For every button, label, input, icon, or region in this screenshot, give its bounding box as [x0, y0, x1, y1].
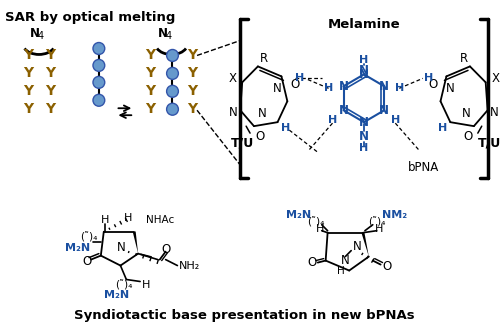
Text: X: X — [228, 72, 236, 85]
Text: Y: Y — [145, 48, 155, 62]
Text: N: N — [352, 240, 362, 253]
Text: H: H — [390, 115, 400, 125]
Text: (˜)₄: (˜)₄ — [368, 217, 386, 228]
Text: O: O — [255, 130, 264, 143]
Text: (˜)₄: (˜)₄ — [114, 280, 132, 291]
Text: Y: Y — [44, 102, 55, 116]
Text: T/U: T/U — [478, 136, 500, 150]
Text: N: N — [359, 64, 369, 77]
Text: N: N — [490, 106, 499, 119]
Text: N: N — [380, 80, 390, 93]
Circle shape — [166, 103, 178, 115]
Circle shape — [166, 85, 178, 97]
Text: M₂N: M₂N — [104, 291, 129, 300]
Text: R: R — [460, 52, 468, 65]
Text: N: N — [158, 27, 168, 40]
Text: H: H — [294, 73, 304, 83]
Text: Melamine: Melamine — [328, 18, 400, 31]
Text: O: O — [428, 78, 438, 91]
Text: SAR by optical melting: SAR by optical melting — [4, 11, 175, 24]
Text: Y: Y — [23, 102, 33, 116]
Text: N: N — [273, 82, 282, 95]
Text: Y: Y — [44, 84, 55, 98]
Text: H: H — [424, 73, 434, 83]
Text: Y: Y — [23, 48, 33, 62]
Text: H: H — [338, 266, 345, 276]
Text: Y: Y — [44, 66, 55, 80]
Text: O: O — [382, 260, 391, 273]
Text: N: N — [30, 27, 40, 40]
Text: R: R — [260, 52, 268, 65]
Text: N: N — [462, 107, 470, 120]
Text: Y: Y — [44, 48, 55, 62]
Text: H: H — [394, 83, 404, 93]
Text: N: N — [359, 68, 369, 81]
Text: O: O — [161, 243, 170, 256]
Text: H: H — [142, 280, 150, 291]
Polygon shape — [362, 232, 369, 257]
Text: T/U: T/U — [230, 136, 254, 150]
Text: NM₂: NM₂ — [382, 210, 407, 220]
Circle shape — [93, 76, 105, 88]
Text: N: N — [338, 80, 348, 93]
Text: Y: Y — [145, 84, 155, 98]
Text: Syndiotactic base presentation in new bPNAs: Syndiotactic base presentation in new bP… — [74, 309, 414, 322]
Text: (˜)₄: (˜)₄ — [80, 232, 98, 243]
Text: H: H — [100, 215, 109, 225]
Text: Y: Y — [145, 66, 155, 80]
Text: Y: Y — [23, 84, 33, 98]
Text: N: N — [258, 107, 266, 120]
Circle shape — [93, 94, 105, 106]
Text: X: X — [492, 72, 500, 85]
Text: Y: Y — [187, 66, 197, 80]
Text: Y: Y — [145, 102, 155, 116]
Text: N: N — [229, 106, 237, 119]
Text: N: N — [341, 254, 349, 267]
Text: N: N — [338, 104, 348, 117]
Polygon shape — [133, 231, 138, 254]
Text: M₂N: M₂N — [64, 243, 90, 253]
Text: Y: Y — [187, 48, 197, 62]
Text: N: N — [359, 130, 369, 143]
Text: H: H — [438, 123, 447, 133]
Text: N: N — [446, 82, 454, 95]
Text: 4: 4 — [38, 31, 44, 41]
Text: bPNA: bPNA — [408, 162, 440, 175]
Text: Y: Y — [187, 84, 197, 98]
Text: H: H — [360, 143, 368, 153]
Text: O: O — [82, 255, 92, 268]
Text: O: O — [464, 130, 472, 143]
Text: N: N — [359, 116, 369, 129]
Text: H: H — [316, 224, 324, 234]
Text: O: O — [308, 256, 316, 269]
Text: H: H — [124, 213, 132, 223]
Circle shape — [166, 67, 178, 79]
Text: H: H — [324, 83, 333, 93]
Circle shape — [166, 49, 178, 61]
Circle shape — [93, 59, 105, 72]
Text: (˜)₄: (˜)₄ — [307, 217, 324, 228]
Text: H: H — [281, 123, 290, 133]
Text: 4: 4 — [166, 31, 172, 41]
Text: Y: Y — [23, 66, 33, 80]
Text: O: O — [290, 78, 300, 91]
Text: H: H — [328, 115, 337, 125]
Text: NHAc: NHAc — [146, 215, 174, 225]
Text: NH₂: NH₂ — [180, 261, 201, 270]
Text: H: H — [374, 224, 383, 234]
Text: N: N — [380, 104, 390, 117]
Text: H: H — [360, 56, 368, 65]
Text: Y: Y — [187, 102, 197, 116]
Text: N: N — [117, 241, 126, 254]
Text: M₂N: M₂N — [286, 210, 310, 220]
Circle shape — [93, 43, 105, 55]
